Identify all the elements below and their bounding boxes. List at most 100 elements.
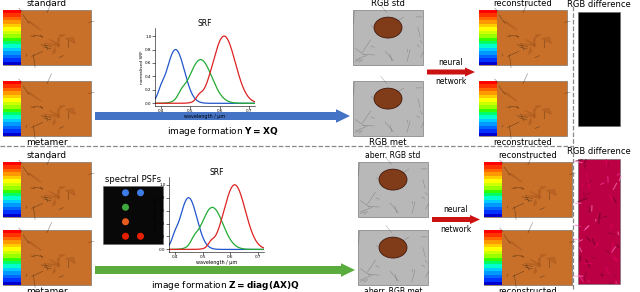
Text: reconstructed: reconstructed [493, 0, 552, 8]
X-axis label: wavelength / μm: wavelength / μm [184, 114, 226, 119]
Bar [3, 210, 20, 213]
Bar [484, 230, 572, 285]
Ellipse shape [374, 17, 402, 38]
Y-axis label: normalised SRF: normalised SRF [154, 198, 158, 231]
Bar [3, 16, 20, 20]
Bar [3, 98, 20, 102]
Bar [3, 281, 20, 285]
Bar [484, 192, 502, 197]
Bar [484, 233, 502, 237]
Ellipse shape [374, 88, 402, 109]
Polygon shape [95, 263, 355, 277]
Polygon shape [46, 110, 60, 117]
Bar [479, 81, 497, 84]
Text: RGB met: RGB met [369, 138, 407, 147]
Bar [484, 161, 502, 166]
Polygon shape [58, 187, 65, 199]
Bar [3, 278, 20, 281]
Bar [479, 30, 497, 34]
Bar [484, 206, 502, 210]
Bar [484, 264, 502, 268]
Bar [479, 108, 497, 112]
Bar [484, 179, 502, 182]
Text: aberr. RGB std: aberr. RGB std [365, 151, 420, 160]
Bar [484, 162, 572, 217]
Bar [484, 203, 502, 207]
Polygon shape [503, 92, 517, 101]
Bar [3, 10, 91, 65]
Bar [484, 199, 502, 203]
Text: reconstructed: reconstructed [499, 151, 557, 160]
Bar [3, 61, 20, 65]
Bar [479, 44, 497, 48]
Polygon shape [527, 259, 541, 266]
Text: image formation $\mathbf{Z = diag(AX)Q}$: image formation $\mathbf{Z = diag(AX)Q}$ [150, 279, 300, 292]
Circle shape [122, 218, 129, 225]
Bar [3, 257, 20, 261]
Bar [479, 115, 497, 119]
Bar [3, 37, 20, 41]
Ellipse shape [379, 237, 407, 258]
Polygon shape [27, 241, 41, 250]
Bar [479, 94, 497, 98]
Bar [484, 260, 502, 264]
Bar [3, 162, 91, 217]
Bar [479, 61, 497, 65]
Polygon shape [52, 118, 56, 125]
Bar [3, 230, 20, 233]
Bar [3, 253, 20, 258]
Bar [3, 44, 20, 48]
Bar [578, 12, 620, 126]
Bar [3, 196, 20, 200]
Bar [3, 264, 20, 268]
Bar [479, 58, 497, 62]
Bar [484, 250, 502, 254]
Bar [3, 81, 91, 136]
Bar [578, 159, 620, 284]
Bar [3, 51, 20, 55]
Bar [484, 247, 502, 251]
Text: RGB std: RGB std [371, 0, 405, 8]
Bar [484, 175, 502, 179]
Bar [479, 87, 497, 91]
Bar [3, 233, 20, 237]
Bar [479, 54, 497, 58]
Text: standard: standard [27, 0, 67, 8]
Bar [3, 34, 20, 37]
Bar [3, 115, 20, 119]
Polygon shape [547, 190, 556, 195]
Bar [479, 13, 497, 17]
Polygon shape [66, 258, 75, 263]
Polygon shape [534, 34, 541, 47]
Bar [3, 192, 20, 197]
Bar [484, 210, 502, 213]
Bar [3, 189, 20, 193]
Bar [484, 240, 502, 244]
Text: RGB difference: RGB difference [567, 0, 631, 9]
Bar [479, 20, 497, 24]
Bar [3, 250, 20, 254]
Y-axis label: normalised SRF: normalised SRF [140, 50, 145, 84]
Bar [484, 237, 502, 240]
Bar [479, 91, 497, 95]
Bar [479, 118, 497, 122]
Polygon shape [522, 110, 536, 117]
Text: metamer: metamer [26, 287, 68, 292]
Bar [484, 213, 502, 217]
Text: network: network [440, 225, 472, 234]
Bar [3, 101, 20, 105]
Circle shape [137, 189, 144, 196]
Polygon shape [66, 37, 75, 43]
Bar [479, 10, 567, 65]
Bar [3, 243, 20, 247]
Text: spectral PSFs: spectral PSFs [105, 175, 161, 183]
Bar [3, 237, 20, 240]
Text: network: network [435, 77, 467, 86]
Bar [3, 10, 20, 13]
Bar [3, 182, 20, 186]
Bar [479, 34, 497, 37]
Title: SRF: SRF [198, 19, 212, 28]
Bar [3, 27, 20, 31]
Bar [479, 122, 497, 126]
Bar [3, 213, 20, 217]
